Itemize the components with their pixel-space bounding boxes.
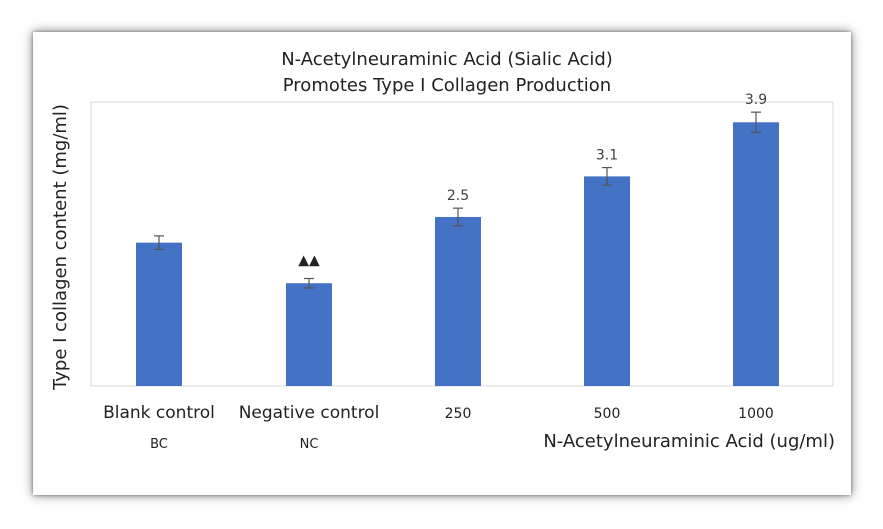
category-label-1: Negative control — [239, 403, 380, 423]
y-axis-title: Type I collagen content (mg/ml) — [50, 104, 71, 391]
error-bar-4 — [751, 111, 761, 134]
error-bar-0 — [154, 235, 164, 251]
chart-title-line-2: Promotes Type I Collagen Production — [283, 75, 611, 96]
x-axis-title: N-Acetylneuraminic Acid (ug/ml) — [543, 431, 835, 452]
category-sublabel-1: NC — [300, 437, 319, 452]
category-label-4: 1000 — [738, 406, 774, 422]
error-bar-2 — [453, 207, 463, 227]
bar-2 — [435, 216, 481, 386]
chart-title: N-Acetylneuraminic Acid (Sialic Acid) Pr… — [281, 49, 613, 96]
data-label-2: 2.5 — [447, 188, 469, 204]
bar-4 — [733, 122, 779, 387]
bar-3 — [584, 176, 630, 386]
chart-title-line-1: N-Acetylneuraminic Acid (Sialic Acid) — [281, 49, 613, 70]
category-sublabel-0: BC — [150, 437, 168, 452]
bar-chart: N-Acetylneuraminic Acid (Sialic Acid) Pr… — [50, 49, 835, 452]
category-label-3: 500 — [594, 406, 621, 422]
data-label-3: 3.1 — [596, 148, 618, 164]
error-bar-1 — [304, 277, 314, 289]
error-bar-3 — [602, 166, 612, 186]
bar-1 — [286, 283, 332, 386]
significance-marker-1: ▲▲ — [298, 252, 320, 268]
bar-0 — [136, 242, 182, 386]
data-label-4: 3.9 — [745, 92, 767, 108]
category-label-0: Blank control — [103, 403, 215, 423]
bars-layer — [136, 111, 779, 387]
labels-layer: Blank control BC ▲▲ Negative control NC 2.5 25… — [103, 92, 774, 452]
category-label-2: 250 — [445, 406, 472, 422]
chart-card: N-Acetylneuraminic Acid (Sialic Acid) Pr… — [33, 32, 851, 495]
